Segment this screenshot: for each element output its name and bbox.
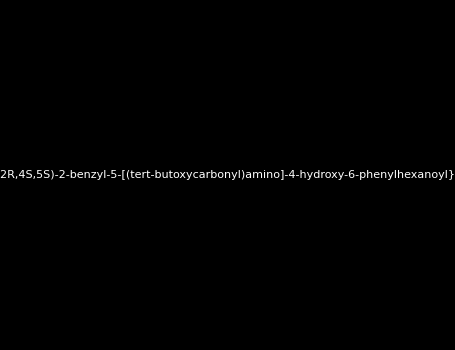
- Text: N-benzyl-N2-{(2R,4S,5S)-2-benzyl-5-[(tert-butoxycarbonyl)amino]-4-hydroxy-6-phen: N-benzyl-N2-{(2R,4S,5S)-2-benzyl-5-[(ter…: [0, 170, 455, 180]
